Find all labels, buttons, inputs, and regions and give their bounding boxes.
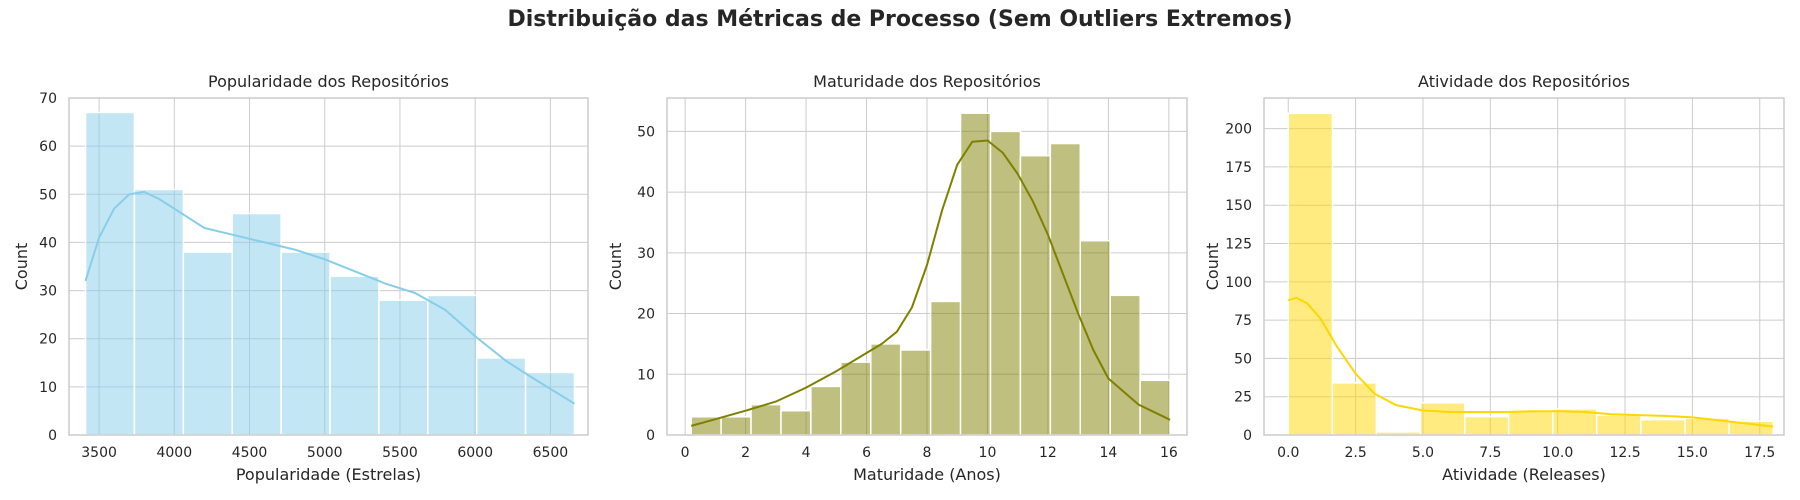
x-tick-label: 7.5: [1479, 445, 1501, 461]
histogram-bar: [780, 409, 812, 436]
x-tick-label: 2: [741, 445, 750, 461]
x-tick-label: 14: [1099, 445, 1117, 461]
x-tick-label: 5000: [307, 445, 343, 461]
histogram-bar: [231, 212, 282, 436]
x-axis-label: Maturidade (Anos): [853, 465, 1001, 484]
y-tick-label: 175: [1225, 160, 1252, 176]
x-tick-label: 0.0: [1277, 445, 1299, 461]
histogram-bar: [870, 343, 902, 436]
chart-panel-2: 0 2 4 6 8 10 12 14 16 0 10 20 30 40 50 Maturidade dos R…: [606, 72, 1188, 484]
x-tick-label: 6500: [533, 445, 569, 461]
kde-line: [84, 190, 576, 405]
axes-frame: [666, 97, 1188, 436]
histogram-bar: [840, 361, 872, 436]
histogram-bar: [524, 371, 576, 436]
x-tick-label: 5.0: [1412, 445, 1434, 461]
y-tick-label: 10: [637, 367, 655, 383]
histogram-bar: [133, 188, 185, 436]
x-tick-label: 4: [802, 445, 811, 461]
x-tick-label: 0: [681, 445, 690, 461]
x-tick-label: 12: [1039, 445, 1057, 461]
x-tick-label: 2.5: [1344, 445, 1366, 461]
y-axis-label: Count: [1203, 243, 1222, 291]
y-tick-label: 25: [1234, 390, 1252, 406]
y-tick-label: 200: [1225, 122, 1252, 138]
y-tick-label: 50: [1234, 351, 1252, 367]
histogram-bar: [810, 385, 842, 436]
chart-title: Popularidade dos Repositórios: [208, 72, 449, 91]
y-tick-label: 10: [39, 380, 57, 396]
chart-title: Maturidade dos Repositórios: [813, 72, 1041, 91]
kde-line: [1287, 296, 1774, 428]
y-tick-label: 0: [48, 428, 57, 444]
histogram-bar: [1419, 402, 1466, 436]
x-tick-label: 12.5: [1609, 445, 1640, 461]
histogram-bar: [1595, 414, 1642, 436]
x-axis-label: Atividade (Releases): [1442, 465, 1606, 484]
histogram-bar: [378, 299, 429, 436]
x-tick-label: 4000: [156, 445, 192, 461]
y-tick-label: 60: [39, 139, 57, 155]
histogram-bar: [427, 294, 478, 436]
x-tick-label: 15.0: [1677, 445, 1708, 461]
histogram-bar: [1463, 415, 1510, 436]
x-tick-label: 4500: [232, 445, 268, 461]
histogram-bar: [1049, 142, 1082, 436]
x-tick-label: 17.5: [1744, 445, 1775, 461]
y-tick-label: 125: [1225, 237, 1252, 253]
chart-title: Atividade dos Repositórios: [1418, 72, 1630, 91]
histogram-bar: [750, 403, 782, 436]
x-tick-label: 5500: [382, 445, 418, 461]
axes-frame: [68, 97, 589, 436]
histogram-bar: [1507, 409, 1554, 436]
x-axis-label: Popularidade (Estrelas): [236, 465, 421, 484]
y-tick-label: 75: [1234, 313, 1252, 329]
x-tick-label: 16: [1160, 445, 1178, 461]
histogram-bar: [1079, 239, 1111, 436]
y-tick-label: 30: [637, 246, 655, 262]
x-tick-label: 6000: [457, 445, 493, 461]
figure-suptitle: Distribuição das Métricas de Processo (S…: [507, 7, 1292, 32]
histogram-bar: [1109, 294, 1141, 436]
histogram-bar: [1640, 418, 1686, 436]
x-tick-label: 10.0: [1542, 445, 1573, 461]
y-tick-label: 40: [637, 185, 655, 201]
histogram-bar: [1019, 154, 1052, 436]
axes-frame: [1263, 97, 1785, 436]
x-tick-label: 3500: [81, 445, 117, 461]
y-tick-label: 50: [637, 124, 655, 140]
y-tick-label: 20: [39, 332, 57, 348]
histogram-bar: [989, 130, 1022, 436]
histogram-bar: [329, 275, 380, 436]
histogram-bar: [1331, 382, 1378, 436]
y-tick-label: 0: [646, 428, 655, 444]
histogram-bar: [280, 251, 331, 436]
histogram-bar: [1287, 112, 1334, 436]
chart-panel-1: 3500 4000 4500 5000 5500 6000 6500 0 10 20 30 40 50 6…: [12, 72, 589, 484]
y-tick-label: 50: [39, 187, 57, 203]
histogram-bar: [84, 111, 136, 436]
chart-panel-3: 0.0 2.5 5.0 7.5 10.0 12.5 15.0 17.5 0 25 50 75 100 12…: [1203, 72, 1785, 484]
y-tick-label: 20: [637, 307, 655, 323]
x-tick-label: 10: [979, 445, 997, 461]
y-tick-label: 40: [39, 235, 57, 251]
histogram-bar: [182, 251, 233, 436]
y-axis-label: Count: [606, 243, 625, 291]
histogram-bar: [899, 349, 932, 436]
histogram-bar: [929, 300, 962, 436]
kde-line: [690, 139, 1171, 427]
x-tick-label: 6: [862, 445, 871, 461]
y-tick-label: 30: [39, 284, 57, 300]
x-tick-label: 8: [923, 445, 932, 461]
y-tick-label: 70: [39, 91, 57, 107]
y-tick-label: 100: [1225, 275, 1252, 291]
histogram-bar: [959, 112, 992, 436]
histogram-bar: [720, 416, 752, 436]
y-axis-label: Count: [12, 243, 31, 291]
y-tick-label: 0: [1243, 428, 1252, 444]
y-tick-label: 150: [1225, 198, 1252, 214]
